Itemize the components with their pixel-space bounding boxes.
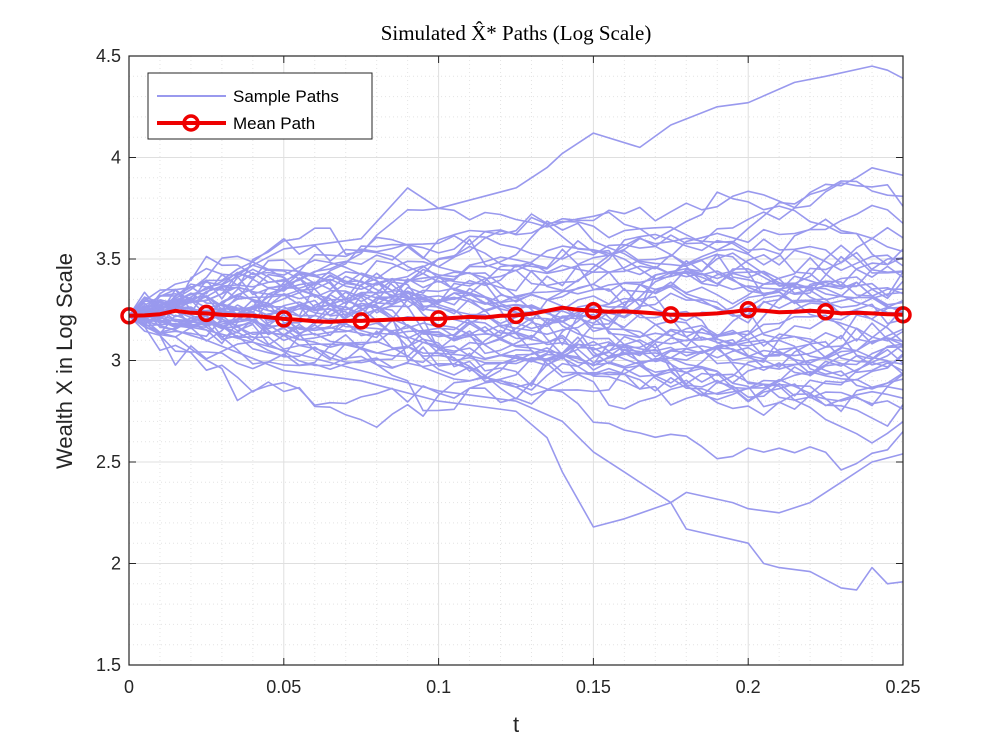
x-tick-label: 0	[124, 677, 134, 697]
y-tick-label: 2.5	[96, 452, 121, 472]
y-tick-label: 4	[111, 148, 121, 168]
x-tick-label: 0.2	[736, 677, 761, 697]
mean-path-marker	[584, 302, 603, 320]
y-tick-label: 3	[111, 351, 121, 371]
mean-path-marker	[507, 306, 525, 325]
x-axis-label: t	[513, 712, 519, 737]
mean-path-marker	[429, 310, 448, 328]
sample-path-line	[128, 295, 904, 444]
sample-path-line	[128, 305, 904, 390]
sample-path-line	[128, 252, 904, 346]
x-tick-label: 0.15	[576, 677, 611, 697]
mean-path-marker	[739, 301, 757, 319]
sample-path-line	[128, 191, 904, 317]
sample-path-line	[128, 306, 904, 387]
sample-path-line	[128, 304, 904, 345]
sample-path-line	[128, 280, 904, 375]
sample-path-line	[128, 255, 904, 417]
sample-path-line	[128, 307, 904, 412]
sample-path-line	[128, 307, 904, 406]
sample-path-line	[128, 315, 904, 408]
mean-path-layer	[120, 301, 912, 330]
sample-path-second-lower-path	[128, 315, 904, 514]
axis-ticks: 0 0.05 0.1 0.15 0.2 0.25 1.5 2 2.5 3 3.5 4 4.5	[96, 46, 921, 697]
sample-path-upper-path	[128, 65, 904, 317]
legend-label-sample: Sample Paths	[233, 87, 339, 106]
sample-path-line	[128, 243, 904, 321]
sample-path-line	[128, 315, 904, 407]
mean-path-line	[128, 305, 904, 324]
y-axis-label: Wealth X in Log Scale	[52, 253, 77, 469]
sample-path-line	[128, 237, 904, 343]
sample-path-line	[128, 285, 904, 396]
sample-path-line	[128, 256, 904, 325]
chart-title: Simulated X̂* Paths (Log Scale)	[381, 21, 652, 45]
x-tick-label: 0.05	[266, 677, 301, 697]
mean-path-marker	[352, 312, 370, 330]
mean-path-marker	[816, 303, 835, 321]
legend-marker-mean	[182, 114, 200, 132]
sample-path-line	[128, 273, 904, 366]
mean-path-marker	[275, 310, 293, 328]
y-tick-label: 4.5	[96, 46, 121, 66]
x-tick-label: 0.25	[885, 677, 920, 697]
sample-path-line	[128, 167, 904, 321]
y-tick-label: 1.5	[96, 655, 121, 675]
x-tick-label: 0.1	[426, 677, 451, 697]
y-tick-label: 2	[111, 554, 121, 574]
legend: Sample Paths Mean Path	[147, 72, 373, 140]
mean-path-marker	[197, 304, 216, 323]
y-tick-label: 3.5	[96, 249, 121, 269]
mean-path-marker	[662, 306, 680, 324]
legend-label-mean: Mean Path	[233, 114, 315, 133]
sample-path-line	[128, 295, 904, 357]
